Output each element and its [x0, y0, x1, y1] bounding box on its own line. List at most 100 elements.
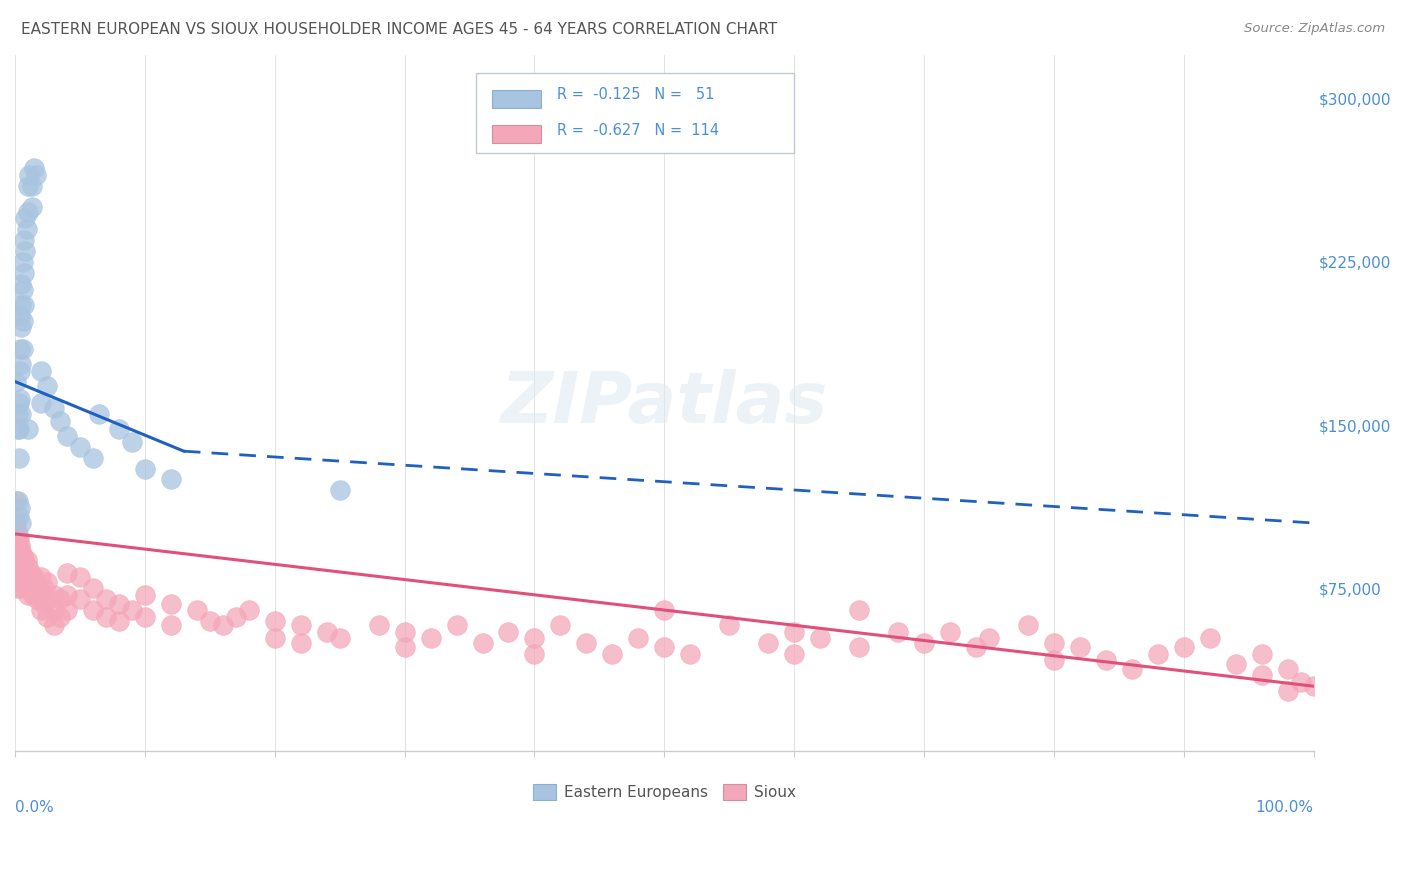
Point [6, 494, 28, 508]
Point [49, 609, 72, 624]
Point [69, 592, 91, 607]
Point [82, 450, 104, 465]
Point [198, 614, 221, 628]
Point [1095, 653, 1118, 667]
Point [8, 566, 31, 580]
Point [69, 440, 91, 454]
Point [15, 553, 38, 567]
Point [329, 483, 352, 498]
Point [13, 266, 35, 280]
Point [7, 450, 30, 465]
Point [10, 320, 32, 334]
Point [290, 618, 312, 632]
Point [394, 624, 416, 639]
Point [10, 559, 32, 574]
Point [419, 632, 441, 646]
Point [17, 588, 39, 602]
Point [498, 624, 520, 639]
Point [848, 640, 870, 654]
Point [7, 396, 30, 410]
Point [17, 178, 39, 193]
Point [965, 640, 987, 654]
Point [7, 509, 30, 524]
Point [15, 222, 38, 236]
Point [756, 635, 779, 649]
FancyBboxPatch shape [492, 125, 541, 144]
Point [523, 632, 546, 646]
Point [808, 632, 831, 646]
Point [89, 407, 111, 421]
Point [14, 559, 37, 574]
Point [8, 310, 31, 324]
Point [7, 544, 30, 558]
Point [652, 640, 675, 654]
Point [8, 500, 31, 515]
Point [1277, 662, 1299, 676]
Point [160, 473, 183, 487]
Point [10, 574, 32, 589]
Point [30, 603, 52, 617]
Point [134, 609, 156, 624]
Point [7, 582, 30, 596]
Point [160, 618, 183, 632]
Point [1289, 674, 1312, 689]
Point [7, 531, 30, 545]
Point [10, 357, 32, 371]
Point [550, 618, 572, 632]
Point [32, 597, 55, 611]
Point [94, 609, 117, 624]
Point [7, 570, 30, 584]
Point [134, 461, 156, 475]
Point [17, 559, 39, 574]
Point [69, 570, 91, 584]
Point [37, 609, 59, 624]
Point [6, 531, 28, 545]
Point [17, 574, 39, 589]
Point [24, 582, 46, 596]
Point [10, 298, 32, 312]
Point [42, 588, 65, 602]
Point [30, 364, 52, 378]
Point [20, 582, 42, 596]
Text: R =  -0.125   N =   51: R = -0.125 N = 51 [557, 87, 714, 103]
Point [679, 647, 702, 661]
Point [394, 640, 416, 654]
Point [225, 609, 247, 624]
Point [13, 233, 35, 247]
Point [11, 566, 34, 580]
Point [8, 538, 31, 552]
Point [56, 588, 79, 602]
Point [1043, 635, 1066, 649]
Point [11, 342, 34, 356]
Point [263, 614, 285, 628]
Point [8, 553, 31, 567]
Point [718, 618, 741, 632]
Text: 100.0%: 100.0% [1256, 800, 1313, 815]
Text: Source: ZipAtlas.com: Source: ZipAtlas.com [1244, 22, 1385, 36]
Point [14, 211, 37, 226]
Legend: Eastern Europeans, Sioux: Eastern Europeans, Sioux [527, 779, 801, 806]
Point [22, 588, 45, 602]
Point [21, 201, 44, 215]
Point [56, 566, 79, 580]
Point [24, 168, 46, 182]
Point [121, 435, 143, 450]
Point [1277, 683, 1299, 698]
Point [8, 582, 31, 596]
Point [446, 618, 468, 632]
Point [7, 559, 30, 574]
Point [8, 392, 31, 406]
Point [30, 585, 52, 599]
Point [108, 422, 131, 436]
Point [186, 603, 208, 617]
Point [24, 570, 46, 584]
Point [32, 582, 55, 596]
Point [10, 277, 32, 291]
Point [20, 566, 42, 580]
Point [25, 592, 48, 607]
Point [27, 588, 49, 602]
Point [627, 632, 650, 646]
Point [42, 618, 65, 632]
Point [367, 618, 389, 632]
Point [939, 624, 962, 639]
